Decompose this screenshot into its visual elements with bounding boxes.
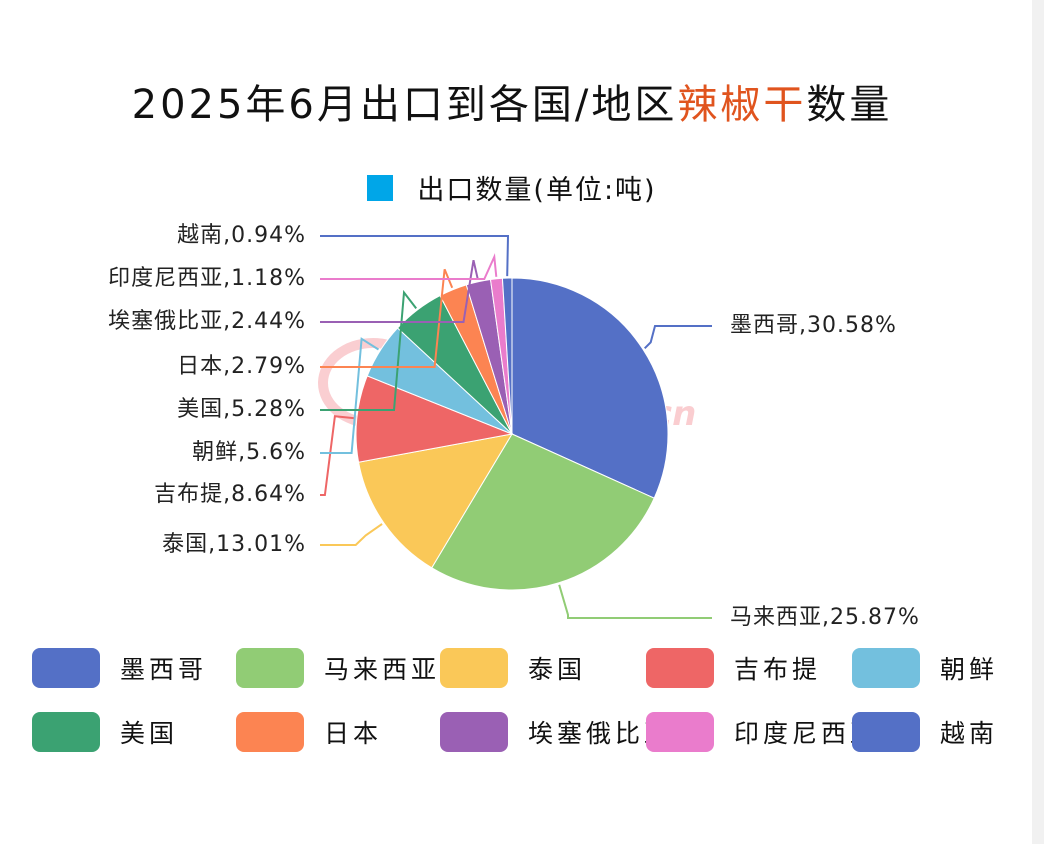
legend-swatch	[852, 712, 920, 752]
series-legend[interactable]: 出口数量(单位:吨)	[0, 168, 1024, 207]
series-legend-label: 出口数量(单位:吨)	[417, 175, 657, 206]
scrollbar-track	[1032, 0, 1044, 844]
data-label: 美国,5.28%	[177, 397, 306, 422]
legend-label: 印度尼西亚	[734, 719, 880, 748]
pie-slice[interactable]	[511, 277, 669, 499]
chart-title: 2025年6月出口到各国/地区辣椒干数量	[0, 72, 1024, 130]
legend-item[interactable]: 吉布提	[646, 648, 821, 688]
data-label: 墨西哥,30.58%	[730, 313, 897, 338]
pie-slice[interactable]	[431, 433, 655, 591]
legend-swatch	[32, 648, 100, 688]
leader-line	[320, 253, 498, 280]
legend-label: 马来西亚	[324, 655, 441, 684]
leader-line	[558, 584, 712, 619]
title-highlight: 辣椒干	[677, 82, 807, 128]
legend-item[interactable]: 越南	[852, 712, 998, 752]
data-label: 埃塞俄比亚,2.44%	[108, 309, 306, 334]
leader-line	[320, 523, 383, 546]
data-label: 朝鲜,5.6%	[192, 440, 306, 465]
legend-label: 吉布提	[734, 655, 822, 684]
data-label: 日本,2.79%	[177, 354, 306, 379]
legend-item[interactable]: 墨西哥	[32, 648, 207, 688]
legend-swatch	[440, 648, 508, 688]
legend-swatch	[646, 648, 714, 688]
legend-swatch	[852, 648, 920, 688]
legend-item[interactable]: 马来西亚	[236, 648, 440, 688]
legend-label: 埃塞俄比亚	[528, 719, 674, 748]
leader-line	[320, 259, 479, 323]
leader-line	[643, 325, 712, 350]
legend-item[interactable]: 日本	[236, 712, 382, 752]
legend-swatch	[646, 712, 714, 752]
title-part-1: 2025年6月出口到各国/地区	[131, 82, 678, 128]
legend-item[interactable]: 泰国	[440, 648, 586, 688]
data-label: 越南,0.94%	[177, 223, 306, 248]
legend-swatch	[236, 648, 304, 688]
legend-swatch	[236, 712, 304, 752]
leader-line	[320, 337, 380, 454]
data-label: 印度尼西亚,1.18%	[108, 266, 306, 291]
legend-label: 美国	[120, 719, 179, 748]
legend-label: 墨西哥	[120, 655, 208, 684]
legend-item[interactable]: 朝鲜	[852, 648, 998, 688]
legend-item[interactable]: 埃塞俄比亚	[440, 712, 673, 752]
data-label: 马来西亚,25.87%	[730, 605, 920, 630]
pie-slice[interactable]	[501, 277, 513, 435]
legend-label: 越南	[940, 719, 999, 748]
legend-item[interactable]: 美国	[32, 712, 178, 752]
legend-label: 日本	[324, 719, 383, 748]
legend-swatch	[32, 712, 100, 752]
legend-swatch	[440, 712, 508, 752]
leader-line	[320, 235, 510, 277]
leader-line	[320, 415, 355, 496]
data-label: 泰国,13.01%	[162, 532, 306, 557]
legend-label: 朝鲜	[940, 655, 999, 684]
legend-label: 泰国	[528, 655, 587, 684]
title-part-3: 数量	[806, 82, 893, 128]
pie-slice[interactable]	[357, 433, 513, 569]
leader-line	[320, 289, 417, 411]
data-label: 吉布提,8.64%	[154, 482, 306, 507]
category-legend: 墨西哥 马来西亚 泰国 吉布提 朝鲜美国 日本 埃塞俄比亚 印度尼西亚 越南	[0, 640, 1032, 830]
series-legend-swatch	[367, 174, 394, 201]
legend-item[interactable]: 印度尼西亚	[646, 712, 879, 752]
